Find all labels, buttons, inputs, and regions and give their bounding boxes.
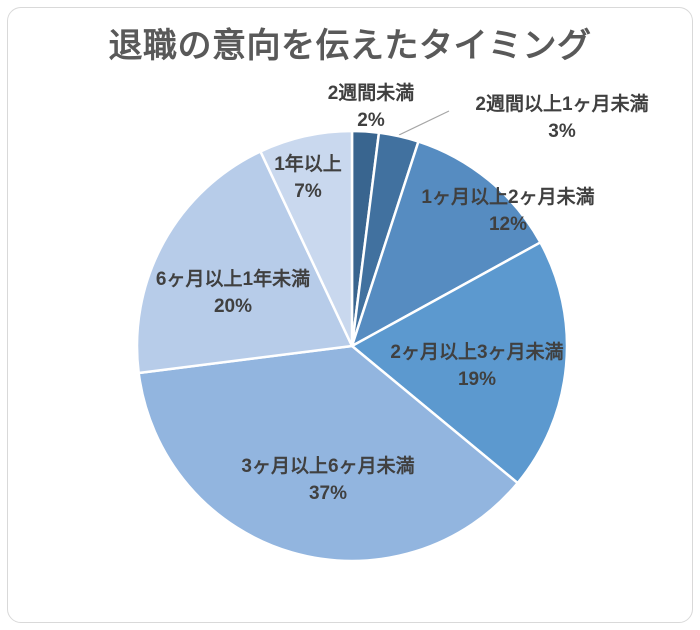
slice-percent: 7%	[294, 181, 322, 202]
slice-percent: 19%	[457, 369, 497, 390]
leader-line-2weeks-1month	[398, 110, 450, 136]
slice-label-text: 6ヶ月以上1年未満	[155, 269, 311, 290]
slice-label-text: 2週間以上1ヶ月未満	[475, 94, 649, 115]
slice-label-text: 2週間未満	[327, 83, 415, 104]
slice-percent: 2%	[357, 110, 385, 131]
slice-label-text: 1ヶ月以上2ヶ月未満	[421, 187, 595, 208]
pie-slice-3	[350, 241, 569, 485]
slice-percent: 12%	[488, 214, 528, 235]
chart-title: 退職の意向を伝えたタイミング	[108, 27, 592, 65]
slice-label-text: 2ヶ月以上3ヶ月未満	[390, 342, 564, 363]
pie-slice-5	[135, 150, 354, 375]
slice-label-text: 1年以上	[274, 154, 342, 175]
slice-label-2-weeks-to-1-month: 2週間以上1ヶ月未満 3%	[475, 91, 648, 145]
slice-label-1-to-2-months: 1ヶ月以上2ヶ月未満 12%	[421, 184, 594, 238]
slice-label-6-months-to-1-year: 6ヶ月以上1年未満 20%	[156, 266, 310, 320]
pie-slice-2	[350, 140, 542, 348]
slice-label-text: 3ヶ月以上6ヶ月未満	[241, 456, 415, 477]
slice-label-over-1-year: 1年以上 7%	[274, 151, 342, 205]
slice-percent: 20%	[213, 296, 253, 317]
slice-percent: 3%	[548, 121, 576, 142]
slice-label-3-to-6-months: 3ヶ月以上6ヶ月未満 37%	[241, 453, 414, 507]
slice-percent: 37%	[308, 483, 348, 504]
slice-label-2-to-3-months: 2ヶ月以上3ヶ月未満 19%	[390, 339, 563, 393]
pie-slice-6	[259, 129, 354, 348]
slice-label-under-2-weeks: 2週間未満 2%	[328, 80, 415, 134]
pie-slice-4	[137, 344, 519, 563]
